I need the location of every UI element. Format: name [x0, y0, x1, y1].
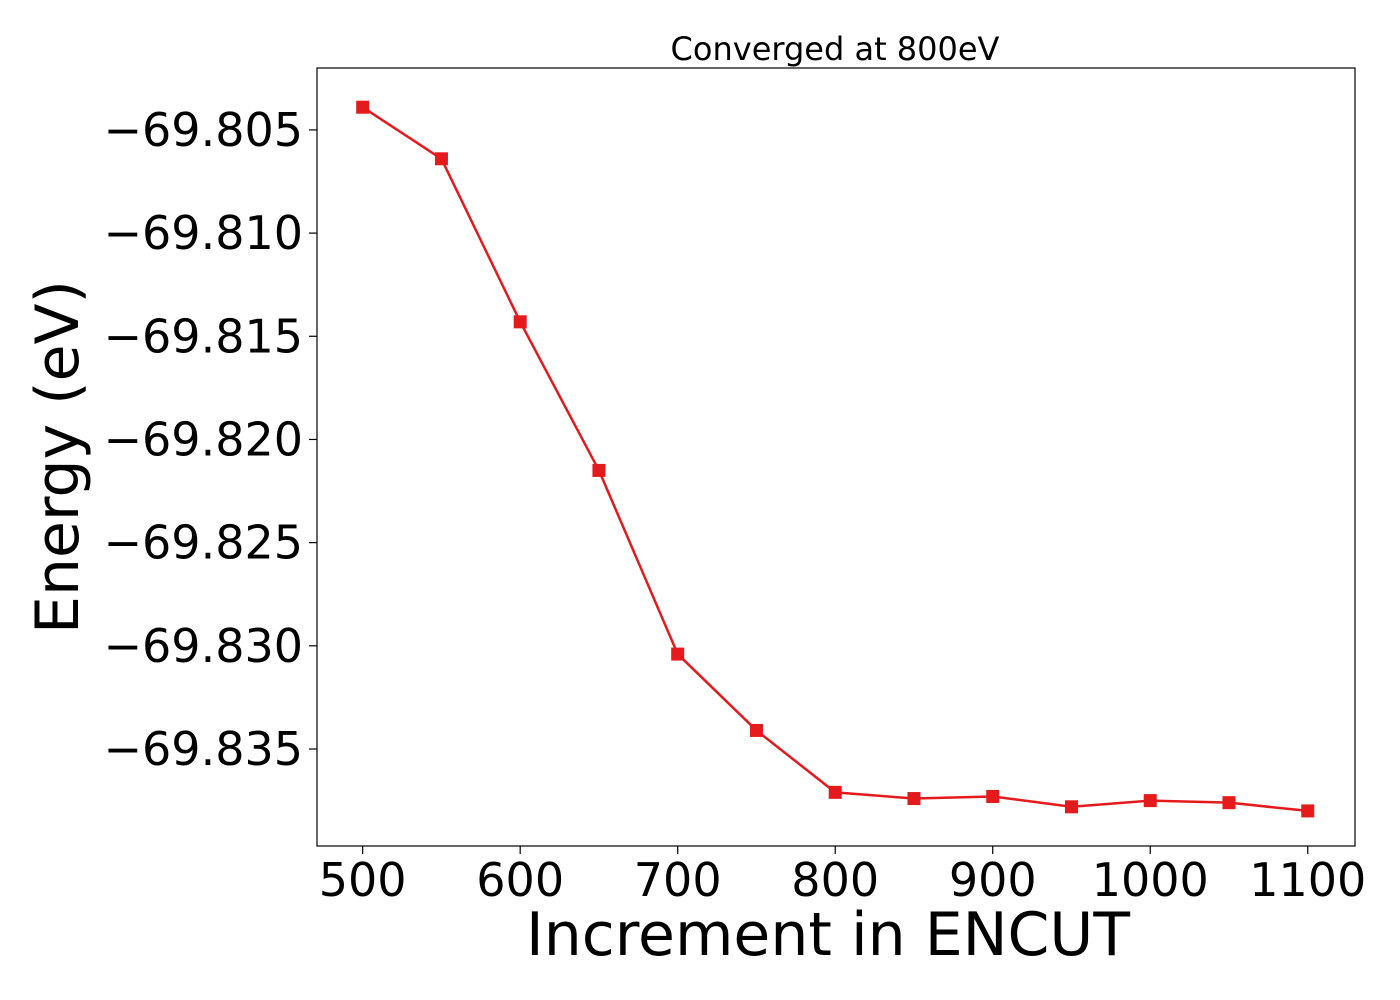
data-point-marker: [749, 723, 763, 737]
data-point-marker: [1064, 800, 1078, 814]
x-tick-label: 1000: [1092, 853, 1209, 907]
data-point-marker: [356, 100, 370, 114]
x-tick-label: 700: [634, 853, 722, 907]
data-point-marker: [671, 647, 685, 661]
x-tick-label: 1100: [1249, 853, 1366, 907]
data-point-marker: [434, 152, 448, 166]
series-layer: [356, 100, 1315, 818]
x-axis-label: Increment in ENCUT: [526, 900, 1130, 970]
y-tick-label: −69.820: [104, 412, 304, 466]
chart-title: Converged at 800eV: [671, 30, 1000, 68]
y-tick-label: −69.835: [104, 722, 304, 776]
data-point-marker: [1143, 794, 1157, 808]
y-axis: −69.805 −69.810 −69.815 −69.820 −69.825 −69.8…: [104, 103, 317, 776]
data-point-marker: [592, 463, 606, 477]
series-line: [361, 106, 1308, 813]
data-point-marker: [986, 789, 1000, 803]
x-tick-label: 500: [319, 853, 407, 907]
plot-frame: [316, 67, 1356, 847]
data-point-marker: [828, 785, 842, 799]
x-tick-label: 900: [949, 853, 1037, 907]
data-point-marker: [907, 792, 921, 806]
y-tick-label: −69.810: [104, 206, 304, 260]
y-tick-label: −69.825: [104, 516, 304, 570]
x-tick-label: 800: [791, 853, 879, 907]
data-point-marker: [513, 315, 527, 329]
x-axis: 500 600 700 800 900 1000 1100: [319, 846, 1366, 907]
y-tick-label: −69.815: [104, 309, 304, 363]
y-tick-label: −69.830: [104, 619, 304, 673]
y-axis-label: Energy (eV): [23, 280, 93, 634]
data-point-marker: [1222, 796, 1236, 810]
data-point-marker: [1301, 804, 1315, 818]
y-tick-label: −69.805: [104, 103, 304, 157]
x-tick-label: 600: [476, 853, 564, 907]
